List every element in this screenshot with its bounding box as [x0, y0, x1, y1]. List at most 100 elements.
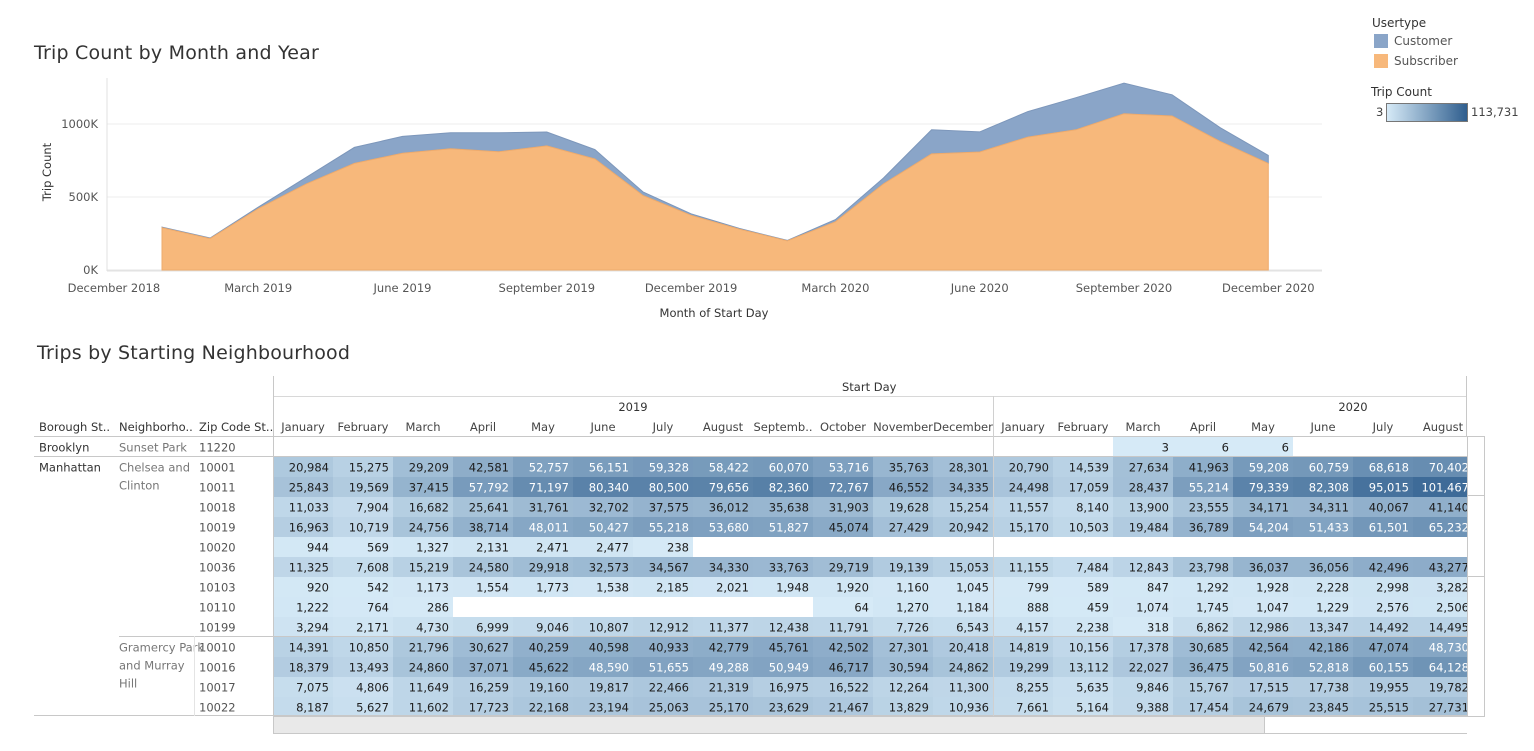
heatmap-cell: [1053, 557, 1113, 577]
heatmap-cell-label: 9,046: [536, 621, 569, 635]
heatmap-cell: [873, 697, 933, 717]
legend-item-subscriber[interactable]: Subscriber: [1374, 54, 1458, 68]
heatmap-cell-label: 1,292: [1196, 581, 1229, 595]
heatmap-cell-label: 6,543: [956, 621, 989, 635]
heatmap-cell: [1113, 497, 1173, 517]
legend-item-customer[interactable]: Customer: [1374, 34, 1452, 48]
heatmap-cell: [1233, 697, 1293, 717]
heatmap-cell: [1173, 577, 1233, 597]
heatmap-cell-label: 15,767: [1189, 681, 1229, 695]
heatmap-cell-label: 7,608: [356, 561, 389, 575]
heatmap-cell: [513, 577, 573, 597]
heatmap-cell: [1173, 637, 1233, 657]
heatmap-cell-label: 45,074: [829, 521, 869, 535]
vertical-scroll-thumb[interactable]: [1468, 495, 1484, 577]
usertype-legend-title: Usertype: [1372, 16, 1427, 30]
heatmap-cell-label: 42,186: [1309, 641, 1349, 655]
heatmap-cell: [333, 617, 393, 637]
heatmap-cell: [333, 677, 393, 697]
heatmap-cell: [813, 637, 873, 657]
heatmap-cell: [1113, 437, 1173, 457]
heatmap-cell: [693, 497, 753, 517]
heatmap-cell-label: 11,649: [409, 681, 449, 695]
x-axis-label: Month of Start Day: [660, 306, 769, 320]
heatmap-cell: [1353, 557, 1413, 577]
heatmap-cell: [273, 677, 333, 697]
heatmap-cell-label: 24,860: [409, 661, 449, 675]
x-tick-label-2: June 2019: [373, 281, 432, 295]
heatmap-cell: [513, 697, 573, 717]
heatmap-cell: [813, 597, 873, 617]
heatmap-cell-label: 34,171: [1249, 501, 1289, 515]
month-header-8: Septemb..: [753, 420, 812, 434]
zip-label: 10017: [199, 681, 236, 695]
heatmap-cell: [1053, 477, 1113, 497]
heatmap-cell-label: 60,070: [769, 461, 809, 475]
heatmap-cell: [1353, 497, 1413, 517]
row-header-neighborhood[interactable]: Neighborho..: [119, 420, 193, 434]
heatmap-cell: [1293, 457, 1353, 477]
heatmap-cell-label: 68,618: [1369, 461, 1409, 475]
heatmap-cell: [333, 497, 393, 517]
heatmap-cell: [513, 617, 573, 637]
heatmap-cell-label: 21,467: [829, 701, 869, 715]
trip-count-legend-title: Trip Count: [1371, 85, 1432, 99]
heatmap-cell: [1233, 637, 1293, 657]
heatmap-cell-label: 29,209: [409, 461, 449, 475]
heatmap-cell-label: 24,756: [409, 521, 449, 535]
month-header-0: January: [280, 420, 325, 434]
horizontal-scrollbar[interactable]: [273, 716, 1467, 734]
month-header-15: April: [1190, 420, 1216, 434]
heatmap-cell-label: 7,726: [896, 621, 929, 635]
heatmap-cell-label: 42,496: [1369, 561, 1409, 575]
heatmap-cell: [1113, 617, 1173, 637]
heatmap-cell: [1233, 437, 1293, 457]
heatmap-cell-label: 20,418: [949, 641, 989, 655]
heatmap-cell-label: 50,427: [589, 521, 629, 535]
heatmap-cell: [693, 477, 753, 497]
heatmap-cell-label: 31,903: [829, 501, 869, 515]
heatmap-cell: [1413, 477, 1467, 497]
heatmap-cell-label: 65,232: [1429, 521, 1469, 535]
heatmap-cell-label: 16,975: [769, 681, 809, 695]
row-header-borough[interactable]: Borough St..: [39, 420, 111, 434]
heatmap-cell: [453, 677, 513, 697]
heatmap-cell: [693, 517, 753, 537]
row-header-zip[interactable]: Zip Code St..: [199, 420, 274, 434]
heatmap-cell: [1053, 657, 1113, 677]
neighborhood-label: Clinton: [119, 479, 160, 493]
heatmap-cell-label: 19,628: [889, 501, 929, 515]
heatmap-cell-label: 35,763: [889, 461, 929, 475]
heatmap-cell-label: 1,222: [296, 601, 329, 615]
heatmap-cell: [573, 457, 633, 477]
heatmap-cell: [273, 557, 333, 577]
month-header-18: July: [1372, 420, 1394, 434]
zip-label: 10199: [199, 621, 236, 635]
heatmap-cell-label: 19,955: [1369, 681, 1409, 695]
horizontal-scroll-thumb[interactable]: [1264, 717, 1467, 733]
heatmap-cell: [453, 637, 513, 657]
heatmap-cell: [873, 497, 933, 517]
heatmap-cell: [753, 477, 813, 497]
month-header-6: July: [652, 420, 674, 434]
heatmap-cell-label: 57,792: [469, 481, 509, 495]
vertical-scrollbar[interactable]: [1467, 436, 1485, 717]
heatmap-cell-label: 22,466: [649, 681, 689, 695]
heatmap-cell-label: 27,429: [889, 521, 929, 535]
heatmap-cell-label: 4,157: [1016, 621, 1049, 635]
heatmap-cell-label: 542: [367, 581, 389, 595]
heatmap-cell: [333, 537, 393, 557]
heatmap-cell-label: 7,661: [1016, 701, 1049, 715]
heatmap-cell-label: 1,928: [1256, 581, 1289, 595]
heatmap-cell-label: 23,194: [589, 701, 629, 715]
heatmap-cell: [813, 497, 873, 517]
heatmap-cell: [333, 637, 393, 657]
heatmap-cell: [513, 537, 573, 557]
heatmap-cell-label: 19,569: [349, 481, 389, 495]
heatmap-cell: [1173, 457, 1233, 477]
heatmap-cell-label: 54,204: [1249, 521, 1289, 535]
zip-label: 10018: [199, 501, 236, 515]
heatmap-cell-label: 23,629: [769, 701, 809, 715]
year-header-2019: 2019: [618, 400, 647, 414]
heatmap-cell: [1173, 497, 1233, 517]
